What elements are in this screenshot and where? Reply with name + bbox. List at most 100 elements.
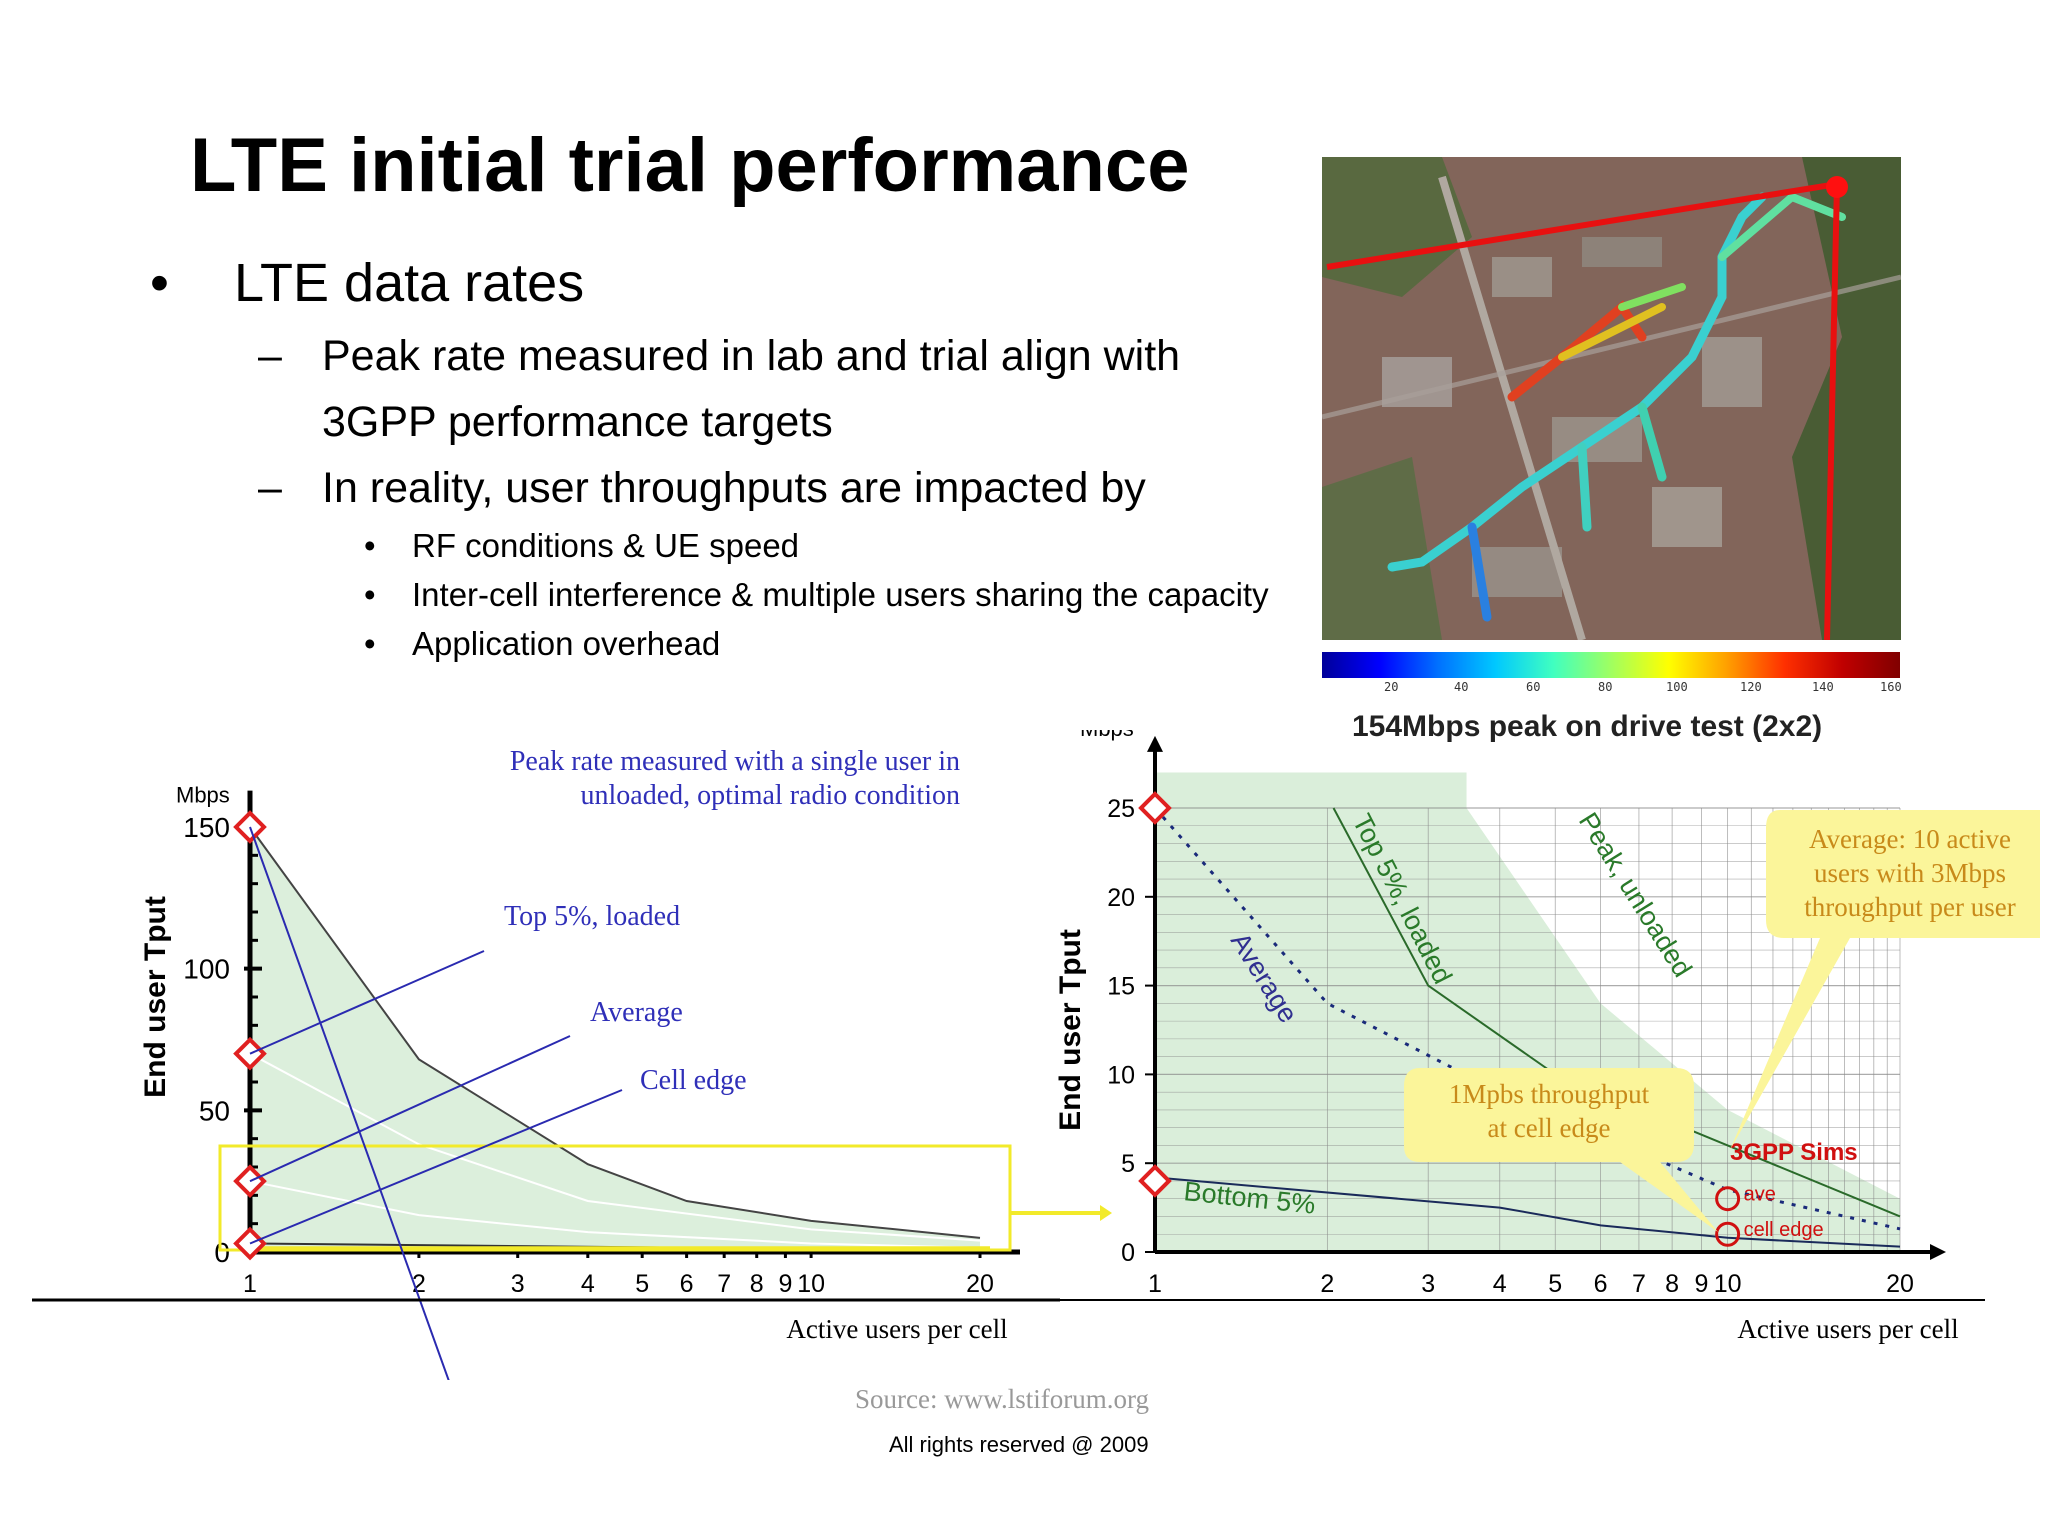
colorbar-tick: 100	[1666, 680, 1688, 694]
bullet-dot: •	[364, 625, 376, 662]
colorbar-tick: 120	[1740, 680, 1762, 694]
chart2-x-label: Active users per cell	[1737, 1314, 1958, 1344]
chart2-y-tick-label: 15	[1107, 973, 1135, 1001]
chart1-x-tick-label: 10	[797, 1270, 825, 1298]
chart2-label-peak: Peak, unloaded	[1573, 807, 1698, 982]
chart2-callout-celledge-text: at cell edge	[1488, 1113, 1611, 1143]
chart1-series-line	[249, 1052, 981, 1242]
throughput-colorbar	[1322, 652, 1900, 678]
chart1-leader-line	[249, 950, 485, 1055]
bullet-dash: –	[258, 464, 282, 512]
chart2-sims-marker	[1715, 1221, 1741, 1247]
chart1-highlight-box	[218, 1144, 1012, 1252]
bullet-text: Peak rate measured in lab and trial alig…	[322, 332, 1181, 380]
bullet-dot: •	[364, 576, 376, 613]
chart1-area-fill	[250, 827, 980, 1252]
chart1-leader-line	[249, 1035, 571, 1183]
bullet-dot: •	[364, 527, 376, 564]
chart2-x-tick-label: 1	[1148, 1270, 1162, 1298]
chart-connector-arrow-head	[1100, 1205, 1112, 1221]
chart2-y-unit: Mbps	[1080, 730, 1134, 741]
chart1-annotation-cell-edge: Cell edge	[640, 1065, 747, 1096]
chart1-annotation-peak-line2: unloaded, optimal radio condition	[581, 780, 960, 811]
chart1-y-unit: Mbps	[176, 783, 230, 808]
chart2-series-line	[1154, 1176, 1901, 1248]
chart1-x-tick-label: 6	[680, 1270, 694, 1298]
chart2-sims-point-label: cell edge	[1744, 1219, 1824, 1241]
aerial-map-illustration	[1322, 157, 1901, 640]
chart1-leader-line	[249, 826, 450, 1380]
chart2-x-tick-label: 10	[1714, 1270, 1742, 1298]
bullet-text: LTE data rates	[234, 253, 585, 313]
chart2-sims-marker	[1715, 1186, 1741, 1212]
chart1-x-tick-label: 9	[778, 1270, 792, 1298]
chart1-annotation-peak-line1: Peak rate measured with a single user in	[510, 746, 960, 777]
chart2-x-tick-label: 3	[1421, 1270, 1435, 1298]
chart2-sims-label: 3GPP Sims	[1730, 1139, 1858, 1166]
chart1-series-line	[249, 1180, 981, 1249]
chart2-y-tick-label: 5	[1121, 1150, 1135, 1178]
colorbar-tick: 160	[1880, 680, 1902, 694]
chart1-y-tick-label: 0	[214, 1237, 230, 1268]
colorbar-tick: 60	[1526, 680, 1541, 694]
chart2-callout-celledge-text: 1Mpbs throughput	[1449, 1079, 1650, 1109]
chart1-y-tick-label: 50	[199, 1095, 230, 1126]
chart2-x-tick-label: 20	[1886, 1270, 1914, 1298]
chart2-y-axis-arrow	[1147, 735, 1163, 752]
bullet-text: Application overhead	[412, 625, 721, 662]
chart1-series-line	[249, 826, 981, 1239]
chart1-x-label: Active users per cell	[786, 1314, 1007, 1344]
chart2-y-tick-label: 0	[1121, 1239, 1135, 1267]
chart1-y-tick-label: 150	[183, 812, 230, 843]
chart1-x-tick-label: 2	[412, 1270, 426, 1298]
colorbar-ticks: 20 40 60 80 100 120 140 160	[1322, 680, 1922, 696]
chart1-x-tick-label: 8	[750, 1270, 764, 1298]
colorbar-tick: 80	[1598, 680, 1613, 694]
chart2-y-tick-label: 20	[1107, 884, 1135, 912]
chart2-area-fill	[1155, 772, 1900, 1252]
bullet-text: In reality, user throughputs are impacte…	[322, 464, 1146, 512]
chart1-y-tick-label: 100	[183, 954, 230, 985]
bullet-text: Inter-cell interference & multiple users…	[412, 576, 1269, 613]
chart1-x-tick-label: 20	[966, 1270, 994, 1298]
chart2-y-label: End user Tput	[1054, 929, 1087, 1131]
chart1-x-tick-label: 7	[717, 1270, 731, 1298]
chart2-marker-diamond	[1138, 791, 1172, 825]
chart2-x-tick-label: 7	[1632, 1270, 1646, 1298]
chart2-x-tick-label: 8	[1665, 1270, 1679, 1298]
chart1-x-tick-label: 4	[581, 1270, 595, 1298]
chart1-x-tick-label: 3	[511, 1270, 525, 1298]
chart2-x-tick-label: 6	[1594, 1270, 1608, 1298]
source-note: Source: www.lstiforum.org	[855, 1384, 1149, 1414]
map-caption: 154Mbps peak on drive test (2x2)	[1352, 710, 1823, 743]
chart2-callout-average-box	[1730, 810, 2040, 1150]
chart2-x-tick-label: 4	[1493, 1270, 1507, 1298]
chart2-callout-average-text: Average: 10 active	[1809, 824, 2011, 854]
colorbar-tick: 40	[1454, 680, 1469, 694]
drive-test-map-image	[1322, 157, 1901, 640]
chart1-y-label: End user Tput	[139, 896, 172, 1098]
chart1-annotation-average: Average	[590, 997, 683, 1028]
chart2-sims-point-label: ave	[1744, 1184, 1776, 1206]
chart1-x-tick-label: 5	[635, 1270, 649, 1298]
chart1-annotation-top5: Top 5%, loaded	[504, 901, 680, 932]
chart2-x-axis-arrow	[1930, 1244, 1946, 1260]
bullet-dot: •	[150, 253, 169, 313]
chart2-y-tick-label: 10	[1107, 1061, 1135, 1089]
chart2-x-tick-label: 2	[1320, 1270, 1334, 1298]
chart2-callout-average-text: users with 3Mbps	[1814, 858, 2006, 888]
colorbar-tick: 140	[1812, 680, 1834, 694]
chart2-callout-celledge-box	[1404, 1068, 1718, 1232]
chart2-x-tick-label: 9	[1694, 1270, 1708, 1298]
chart2-x-tick-label: 5	[1548, 1270, 1562, 1298]
bullet-text: RF conditions & UE speed	[412, 527, 800, 564]
slide-title: LTE initial trial performance	[190, 123, 1190, 208]
bullet-dash: –	[258, 332, 282, 380]
bullet-text: 3GPP performance targets	[322, 398, 833, 446]
chart2-marker-diamond	[1138, 1164, 1172, 1198]
colorbar-tick: 20	[1384, 680, 1399, 694]
chart1-leader-line	[249, 1089, 623, 1245]
chart2-y-tick-label: 25	[1107, 795, 1135, 823]
copyright-note: All rights reserved @ 2009	[889, 1432, 1149, 1457]
